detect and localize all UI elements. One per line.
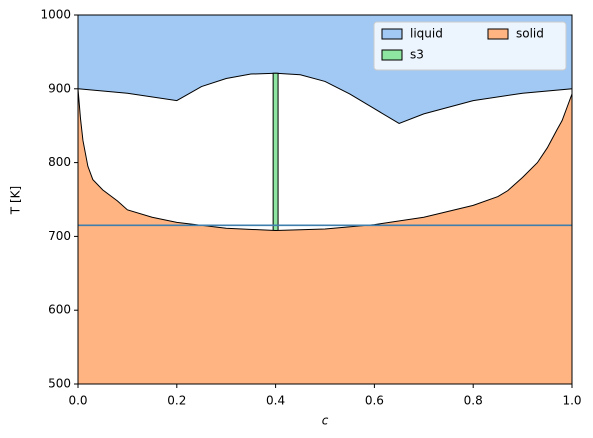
x-tick-label: 0.2 [167,394,186,408]
x-tick-label: 0.4 [266,394,285,408]
y-tick-label: 900 [48,81,71,95]
legend-swatch [381,28,403,40]
legend-swatch [487,28,509,40]
legend-label: s3 [410,48,424,62]
legend-box [373,21,567,71]
x-tick-label: 0.8 [464,394,483,408]
y-tick-label: 500 [48,377,71,391]
x-tick-label: 0.6 [365,394,384,408]
legend-swatch [381,49,403,61]
y-tick-label: 600 [48,303,71,317]
x-tick-label: 0.0 [68,394,87,408]
x-tick-label: 1.0 [562,394,581,408]
legend-label: solid [516,27,544,41]
legend: liquid s3 solid [373,21,567,71]
x-axis-label: c [322,414,329,428]
y-tick-label: 800 [48,155,71,169]
area-s3 [272,72,279,231]
legend-label: liquid [410,27,443,41]
area-solid [77,88,573,385]
y-tick-label: 1000 [40,8,71,22]
plot-frame [77,14,573,385]
y-tick-label: 700 [48,229,71,243]
y-axis-label: T [K] [9,186,23,215]
